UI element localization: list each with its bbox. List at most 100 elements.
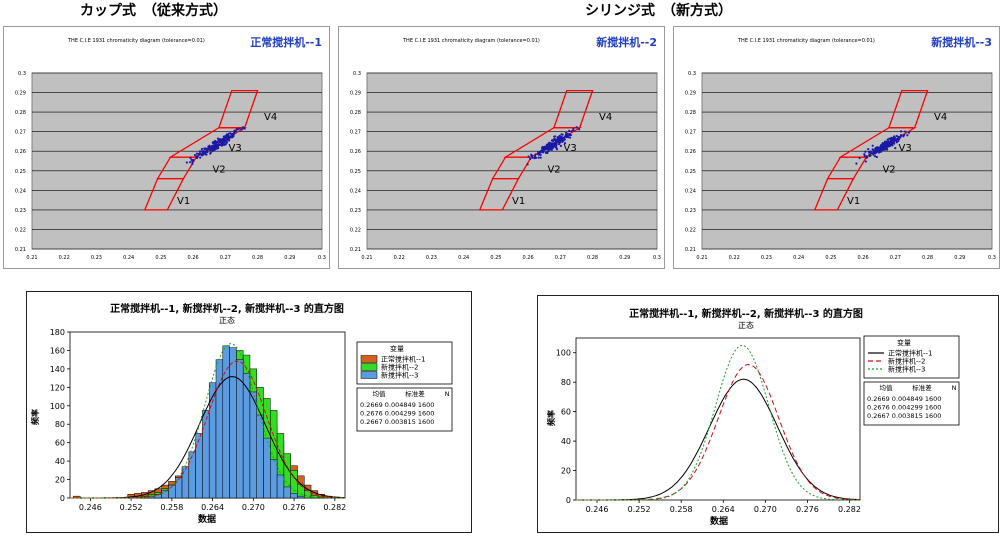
x-tick-label: 0.246 [79,503,102,512]
x-tick-label: 0.26 [188,255,199,261]
y-tick-label: 0.28 [15,110,26,116]
bin-label: V4 [599,112,612,123]
scatter-title: THE C.I.E 1931 chromaticity diagram (tol… [737,38,875,44]
data-point [189,156,192,160]
y-tick-label: 0.21 [350,247,361,253]
data-point [866,156,869,159]
data-point [527,155,530,158]
y-tick-label: 0.28 [685,110,696,116]
data-point [547,147,550,150]
data-point [887,145,890,148]
data-point [208,144,211,147]
x-tick-label: 0.22 [59,255,70,261]
scatter-panel-2: THE C.I.E 1931 chromaticity diagram (tol… [338,26,665,269]
stats-header: 均值 [373,389,387,398]
data-point [243,127,246,130]
x-tick-label: 0.23 [426,255,437,261]
data-point [222,137,226,140]
data-point [863,154,866,157]
data-point [547,149,550,152]
data-point [562,139,565,142]
histogram-bar [181,466,190,499]
x-tick-label: 0.264 [201,503,224,512]
data-point [560,138,563,141]
data-point [216,147,219,150]
histogram-bar [202,410,210,499]
data-point [899,130,903,133]
y-tick-label: 180 [50,328,65,337]
stats-row: 0.2669 0.004849 1600 [360,401,434,409]
data-point [196,156,199,159]
data-point [890,141,893,145]
data-point [539,156,542,159]
y-tick-label: 0.27 [350,130,361,136]
data-point [229,132,232,135]
data-point [534,153,537,156]
data-point [894,147,897,150]
data-point [572,129,575,132]
data-point [203,147,206,150]
data-point [559,144,563,147]
data-point [529,157,532,160]
histogram-bar [174,477,183,499]
legend-entry: 正常搅拌机--1 [381,355,426,364]
data-point [873,155,877,158]
y-tick-label: 160 [50,346,65,355]
data-point [550,139,553,142]
data-point [191,162,194,166]
data-point [555,143,558,146]
data-point [531,156,534,159]
x-tick-label: 0.24 [793,255,804,261]
x-tick-label: 0.21 [26,255,37,261]
x-tick-label: 0.246 [586,505,609,514]
data-point [553,144,556,148]
data-point [192,158,195,162]
x-tick-label: 0.28 [252,255,263,261]
bin-label: V1 [177,196,190,207]
x-tick-label: 0.282 [838,505,861,514]
chart-subtitle: 正态 [219,315,235,325]
stats-row: 0.2676 0.004299 1600 [867,404,941,412]
data-point [568,133,571,136]
chart-title: 正常搅拌机--1, 新搅拌机--2, 新搅拌机--3 的直方图 [629,307,863,320]
x-tick-label: 0.276 [283,503,306,512]
scatter-title: THE C.I.E 1931 chromaticity diagram (tol… [67,38,205,44]
histogram-bar [249,391,257,499]
y-tick-label: 60 [55,439,65,448]
data-point [879,150,882,153]
data-point [872,151,875,154]
stats-box [356,387,453,432]
x-tick-label: 0.252 [628,505,651,514]
data-point [568,129,571,132]
x-tick-label: 0.24 [123,255,134,261]
x-axis-label: 数据 [198,513,216,525]
data-point [557,143,561,146]
y-tick-label: 0 [60,494,65,503]
y-tick-label: 0.23 [350,208,361,214]
stats-header: 标准差 [912,383,932,392]
y-axis-label: 频率 [30,409,40,425]
data-point [219,138,222,141]
x-tick-label: 0.23 [91,255,102,261]
data-point [880,147,883,151]
histogram-bar [276,474,285,499]
y-tick-label: 0.22 [685,227,696,233]
data-point [565,133,568,136]
y-tick-label: 0.27 [15,130,26,136]
y-tick-label: 0.24 [15,188,26,194]
data-point [537,153,541,156]
y-tick-label: 80 [55,420,65,429]
data-point [202,153,205,156]
data-point [530,153,533,156]
data-point [240,128,243,131]
data-point [211,144,214,147]
legend-entry: 新搅拌机--2 [888,357,926,366]
data-point [896,137,899,140]
x-tick-label: 0.22 [729,255,740,261]
y-tick-label: 0.24 [685,188,696,194]
y-tick-label: 0.25 [15,169,26,175]
data-point [540,150,544,154]
data-point [899,134,903,137]
data-point [564,131,568,134]
